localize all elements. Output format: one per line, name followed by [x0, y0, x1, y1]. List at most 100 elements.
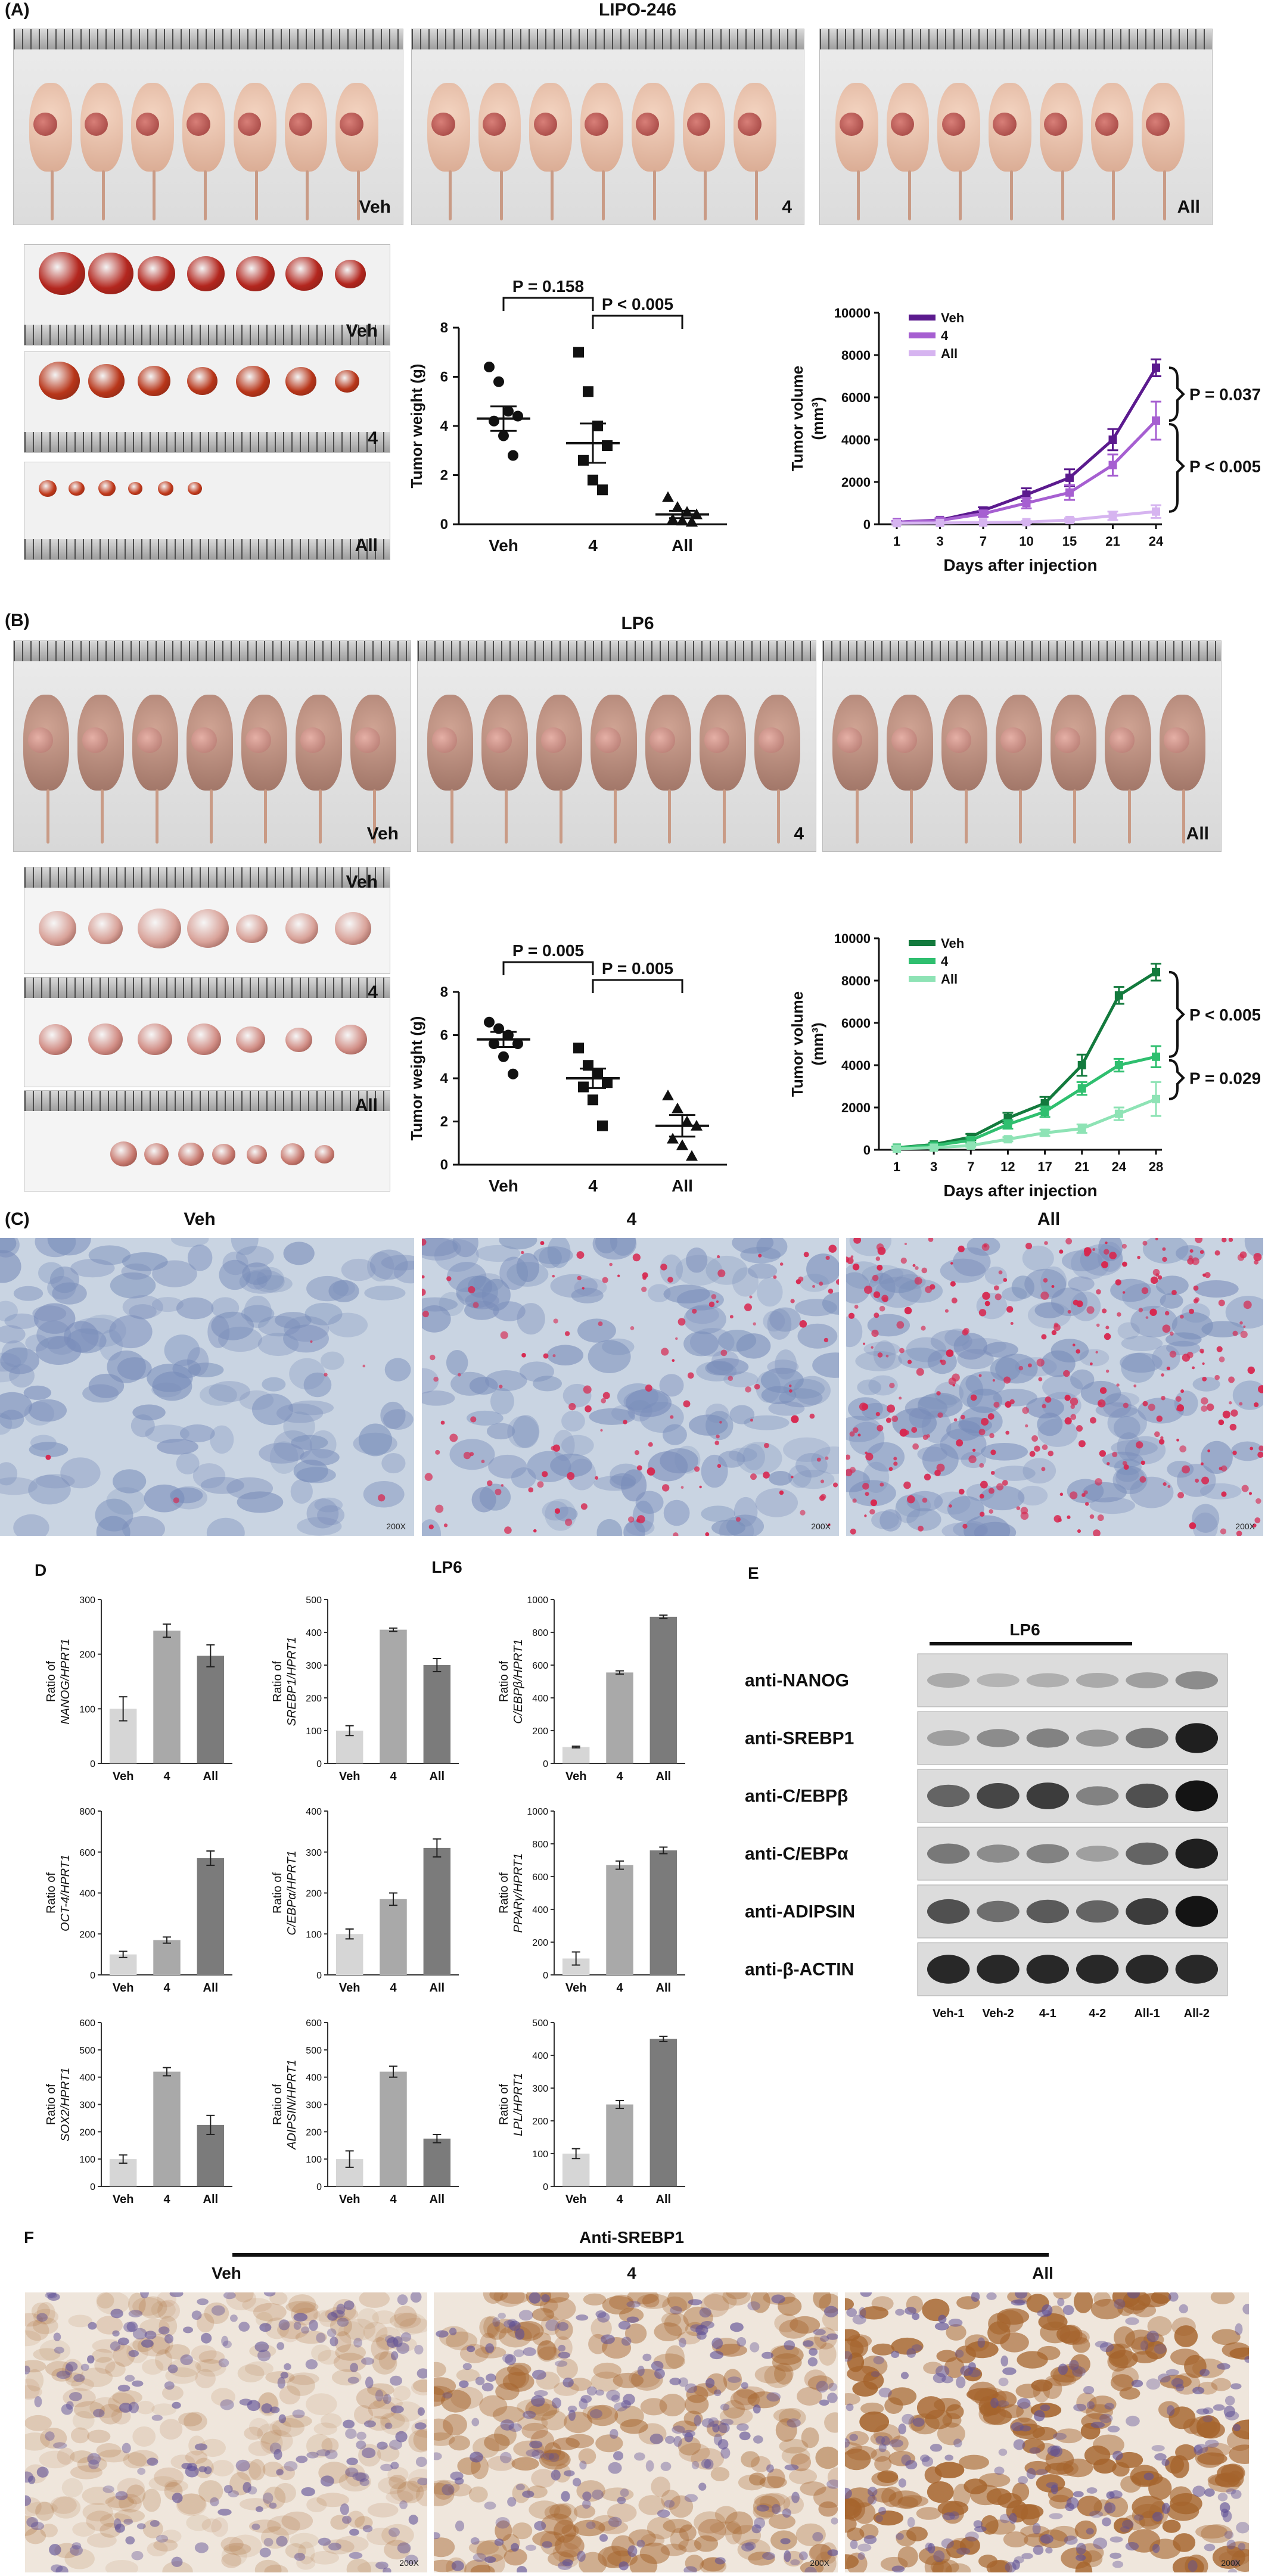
- cell-nucleus: [269, 1441, 299, 1474]
- y-tick-label: 6000: [841, 1016, 871, 1031]
- stained-cytoplasm: [859, 2411, 890, 2432]
- tumor: [191, 727, 217, 753]
- cell-nucleus: [422, 1238, 458, 1257]
- lipid-droplet: [443, 1523, 448, 1527]
- stained-cytoplasm: [112, 2390, 142, 2405]
- cell-nucleus: [873, 1340, 896, 1369]
- cell-nucleus: [369, 1249, 408, 1280]
- tail: [652, 170, 656, 220]
- y-tick-label: 0: [543, 1971, 548, 1981]
- stained-cytoplasm: [306, 2393, 337, 2416]
- stained-cytoplasm: [100, 2513, 132, 2528]
- series-line: [896, 1055, 1157, 1149]
- lipid-droplet: [877, 1264, 883, 1271]
- cell-nucleus: [762, 2351, 774, 2359]
- y-tick-label: 0: [863, 1143, 871, 1158]
- stained-cytoplasm: [536, 2340, 557, 2362]
- cell-nucleus: [962, 1337, 1007, 1355]
- cell-nucleus: [238, 2322, 250, 2332]
- cell-nucleus: [1125, 2541, 1139, 2551]
- tail: [551, 170, 554, 220]
- stained-cytoplasm: [537, 2340, 557, 2360]
- cell-nucleus: [109, 1315, 153, 1349]
- cell-nucleus: [718, 2422, 730, 2434]
- y-tick-label: 200: [532, 2117, 548, 2127]
- cell-nucleus: [500, 2419, 515, 2431]
- mice-photo-all-b: All: [822, 640, 1222, 852]
- tumor: [1095, 113, 1119, 136]
- stained-cytoplasm: [918, 2546, 951, 2566]
- data-point: [1040, 1099, 1049, 1107]
- lipid-droplet: [598, 1321, 603, 1327]
- stained-cytoplasm: [448, 2435, 471, 2451]
- x-tick-label: All: [430, 1981, 445, 1995]
- stained-cytoplasm: [773, 2408, 801, 2423]
- stained-cytoplasm: [1022, 2438, 1045, 2454]
- lipid-droplet: [1089, 1362, 1093, 1365]
- lipid-droplet: [1086, 1306, 1095, 1314]
- stained-cytoplasm: [1053, 2292, 1072, 2300]
- lipid-droplet: [1219, 1356, 1225, 1362]
- cell-nucleus: [446, 1262, 487, 1293]
- lipid-droplet: [828, 1245, 837, 1253]
- stained-cytoplasm: [434, 2418, 453, 2441]
- cell-nucleus: [602, 1338, 635, 1355]
- y-tick-label: 0: [90, 1759, 95, 1769]
- stained-cytoplasm: [72, 2522, 95, 2537]
- stained-cytoplasm: [51, 2368, 72, 2382]
- cell-nucleus: [399, 2500, 408, 2509]
- stained-cytoplasm: [105, 2560, 139, 2572]
- cell-nucleus: [206, 1517, 245, 1536]
- stained-cytoplasm: [142, 2359, 164, 2375]
- cell-nucleus: [831, 2517, 838, 2525]
- tail: [1019, 789, 1022, 844]
- data-point: [573, 347, 584, 358]
- cell-nucleus: [720, 2447, 731, 2459]
- cell-nucleus: [871, 1511, 899, 1530]
- lipid-droplet: [1150, 1276, 1158, 1284]
- cell-nucleus: [1093, 2537, 1108, 2550]
- lipid-droplet: [457, 1373, 461, 1377]
- lipid-droplet: [564, 1331, 570, 1336]
- cell-nucleus: [756, 2505, 769, 2512]
- data-point: [681, 1115, 693, 1127]
- y-axis-gene-label: NANOG/HPRT1: [59, 1638, 72, 1724]
- lipid-droplet: [798, 1276, 804, 1282]
- y-tick-label: 100: [79, 2155, 95, 2165]
- stained-cytoplasm: [591, 2371, 623, 2392]
- bar: [380, 2071, 407, 2186]
- cell-nucleus: [128, 2310, 143, 2317]
- lipid-droplet: [1202, 1376, 1207, 1382]
- cell-nucleus: [736, 2423, 749, 2431]
- stained-cytoplasm: [563, 2533, 582, 2550]
- lipid-droplet: [865, 1492, 869, 1497]
- lipid-droplet: [1249, 1492, 1253, 1495]
- tail: [668, 789, 672, 844]
- cell-nucleus: [87, 2453, 101, 2465]
- stained-cytoplasm: [512, 2522, 533, 2540]
- lipid-droplet: [930, 1284, 936, 1290]
- lipid-droplet: [499, 1385, 503, 1389]
- cell-nucleus: [741, 2382, 748, 2390]
- cell-nucleus: [471, 2418, 480, 2426]
- x-tick-label: Veh: [565, 1981, 587, 1995]
- lipid-droplet: [825, 1255, 830, 1260]
- stained-cytoplasm: [859, 2306, 889, 2320]
- cell-nucleus: [1011, 2299, 1025, 2306]
- cell-nucleus: [639, 1402, 684, 1433]
- stained-cytoplasm: [774, 2313, 798, 2333]
- cell-nucleus: [736, 2337, 747, 2347]
- photo-label: All: [1186, 824, 1209, 844]
- cell-nucleus: [977, 2337, 986, 2348]
- cell-nucleus: [485, 1370, 527, 1392]
- lipid-droplet: [1166, 1366, 1170, 1371]
- cell-nucleus: [610, 2429, 619, 2439]
- tumor-photo-4-a: 4: [24, 351, 390, 453]
- lipid-droplet: [936, 1463, 945, 1472]
- cell-nucleus: [303, 1372, 332, 1398]
- cell-nucleus: [136, 2523, 146, 2530]
- cell-nucleus: [276, 2469, 284, 2476]
- cell-nucleus: [889, 2439, 903, 2448]
- y-tick-label: 500: [306, 1595, 322, 1606]
- stained-cytoplasm: [1050, 2525, 1079, 2542]
